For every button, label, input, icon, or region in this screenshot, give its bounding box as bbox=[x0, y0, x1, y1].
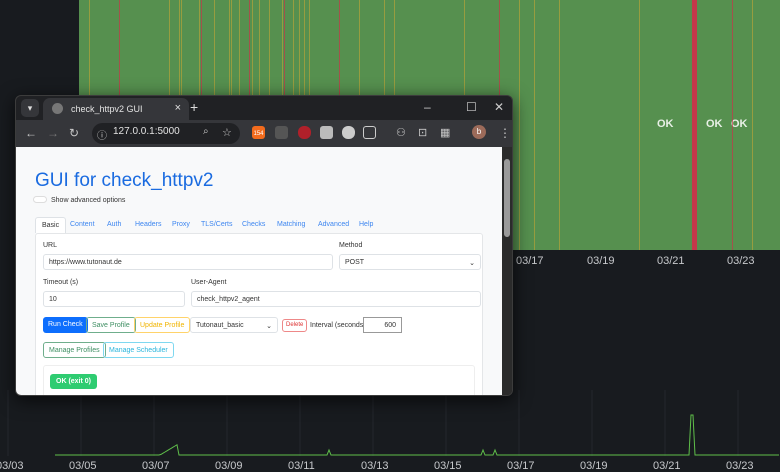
screenshot-icon[interactable]: ⊡ bbox=[418, 127, 428, 139]
axis-tick: 03/17 bbox=[516, 255, 544, 267]
url-input[interactable]: https://www.tutonaut.de bbox=[43, 254, 333, 270]
url-text[interactable]: 127.0.0.1:5000 bbox=[113, 126, 180, 137]
tab-checks[interactable]: Checks bbox=[242, 221, 266, 228]
run-check-button[interactable]: Run Check bbox=[43, 317, 88, 333]
tab-matching[interactable]: Matching bbox=[277, 221, 306, 228]
state-label: OK bbox=[731, 118, 748, 130]
profile-select-value: Tutonaut_basic bbox=[196, 322, 244, 329]
tab-basic[interactable]: Basic bbox=[35, 217, 67, 233]
axis-tick: 03/11 bbox=[288, 460, 315, 472]
url-label: URL bbox=[43, 242, 58, 249]
axis-tick: 03/03 bbox=[0, 460, 24, 472]
extensions-puzzle-icon[interactable] bbox=[363, 126, 376, 139]
scrollbar-thumb[interactable] bbox=[504, 159, 510, 237]
state-change-line bbox=[732, 0, 733, 250]
tab-advanced[interactable]: Advanced bbox=[318, 221, 350, 228]
advanced-options-toggle[interactable] bbox=[33, 196, 47, 203]
menu-kebab-icon[interactable]: ⋮ bbox=[499, 126, 511, 140]
tab-headers[interactable]: Headers bbox=[135, 221, 162, 228]
ublock-icon[interactable] bbox=[298, 126, 311, 139]
back-icon[interactable]: ← bbox=[25, 126, 37, 140]
maximize-button[interactable]: ☐ bbox=[466, 100, 477, 114]
state-change-line bbox=[534, 0, 535, 250]
state-change-line bbox=[639, 0, 640, 250]
globe-icon bbox=[52, 103, 63, 114]
axis-tick: 03/23 bbox=[727, 255, 755, 267]
state-change-line bbox=[519, 0, 520, 250]
result-status-badge: OK (exit 0) bbox=[50, 374, 98, 389]
site-info-icon[interactable]: ⓘ bbox=[97, 131, 107, 142]
manage-profiles-button[interactable]: Manage Profiles bbox=[43, 342, 106, 358]
delete-profile-button[interactable]: Delete bbox=[282, 319, 308, 332]
manage-scheduler-button[interactable]: Manage Scheduler bbox=[103, 342, 174, 358]
method-label: Method bbox=[339, 242, 363, 249]
minimize-button[interactable]: – bbox=[424, 100, 431, 114]
close-tab-icon[interactable]: × bbox=[174, 102, 181, 114]
browser-window: ▾ check_httpv2 GUI × + – ☐ ✕ ← → ↻ ⓘ 127… bbox=[15, 95, 513, 396]
sidepanel-icon[interactable]: ▦ bbox=[440, 127, 451, 139]
tab-auth[interactable]: Auth bbox=[107, 221, 122, 228]
tab-tls-certs[interactable]: TLS/Certs bbox=[201, 221, 233, 228]
axis-tick: 03/09 bbox=[215, 460, 243, 472]
timeout-label: Timeout (s) bbox=[43, 279, 79, 286]
state-label: OK bbox=[706, 118, 723, 130]
camera-icon[interactable] bbox=[320, 126, 333, 139]
extension-icon[interactable] bbox=[275, 126, 288, 139]
state-change-line bbox=[559, 0, 560, 250]
response-time-graph bbox=[7, 390, 779, 456]
chevron-down-icon: ⌄ bbox=[469, 260, 475, 267]
state-change-line bbox=[752, 0, 753, 250]
extension-icon[interactable] bbox=[342, 126, 355, 139]
close-window-button[interactable]: ✕ bbox=[494, 100, 505, 114]
forward-icon[interactable]: → bbox=[47, 126, 59, 140]
profile-select[interactable]: Tutonaut_basic ⌄ bbox=[190, 317, 278, 333]
page-scrollbar[interactable] bbox=[502, 147, 512, 395]
axis-tick: 03/17 bbox=[507, 460, 535, 472]
useragent-input[interactable]: check_httpv2_agent bbox=[191, 291, 481, 307]
zoom-icon[interactable]: ⌕ bbox=[203, 126, 209, 137]
useragent-label: User-Agent bbox=[191, 279, 227, 286]
state-label: OK bbox=[657, 118, 674, 130]
chevron-down-icon: ⌄ bbox=[266, 323, 272, 330]
incognito-icon[interactable]: ⚇ bbox=[396, 127, 406, 139]
profile-avatar[interactable]: b bbox=[472, 125, 486, 139]
tab-content[interactable]: Content bbox=[70, 221, 95, 228]
axis-tick: 03/07 bbox=[142, 460, 170, 472]
axis-tick: 03/05 bbox=[69, 460, 97, 472]
method-select[interactable]: POST ⌄ bbox=[339, 254, 481, 270]
browser-tab[interactable]: check_httpv2 GUI × bbox=[43, 98, 189, 120]
tab-title: check_httpv2 GUI bbox=[71, 104, 143, 114]
reload-icon[interactable]: ↻ bbox=[69, 126, 80, 140]
axis-tick: 03/19 bbox=[580, 460, 608, 472]
axis-tick: 03/13 bbox=[361, 460, 389, 472]
method-value: POST bbox=[345, 259, 365, 266]
critical-state-bar bbox=[692, 0, 697, 250]
basic-panel: URL https://www.tutonaut.de Method POST ⌄… bbox=[35, 233, 483, 395]
axis-tick: 03/15 bbox=[434, 460, 462, 472]
tab-strip: ▾ check_httpv2 GUI × + – ☐ ✕ bbox=[16, 96, 512, 120]
extension-calendar-icon[interactable]: 154 bbox=[252, 126, 265, 139]
advanced-options-label: Show advanced options bbox=[51, 197, 126, 204]
axis-tick: 03/19 bbox=[587, 255, 615, 267]
page-title: GUI for check_httpv2 bbox=[35, 170, 214, 191]
response-time-series bbox=[55, 414, 779, 456]
page-content: GUI for check_httpv2 Show advanced optio… bbox=[16, 147, 503, 395]
timeout-input[interactable]: 10 bbox=[43, 291, 185, 307]
tab-proxy[interactable]: Proxy bbox=[172, 221, 190, 228]
save-profile-button[interactable]: Save Profile bbox=[86, 317, 136, 333]
new-tab-button[interactable]: + bbox=[190, 99, 199, 115]
update-profile-button[interactable]: Update Profile bbox=[134, 317, 191, 333]
interval-input[interactable]: 600 bbox=[363, 317, 402, 333]
bookmark-star-icon[interactable]: ☆ bbox=[222, 127, 232, 139]
browser-toolbar: ← → ↻ ⓘ 127.0.0.1:5000 ⌕ ☆ 154 ⚇ ⊡ ▦ b ⋮ bbox=[16, 120, 512, 147]
interval-label: Interval (seconds): bbox=[310, 322, 368, 329]
axis-tick: 03/21 bbox=[653, 460, 681, 472]
tab-help[interactable]: Help bbox=[359, 221, 374, 228]
tab-search-button[interactable]: ▾ bbox=[21, 99, 39, 117]
address-bar[interactable] bbox=[92, 123, 240, 144]
axis-tick: 03/21 bbox=[657, 255, 685, 267]
axis-tick: 03/23 bbox=[726, 460, 754, 472]
result-box: OK (exit 0) bbox=[43, 365, 475, 395]
